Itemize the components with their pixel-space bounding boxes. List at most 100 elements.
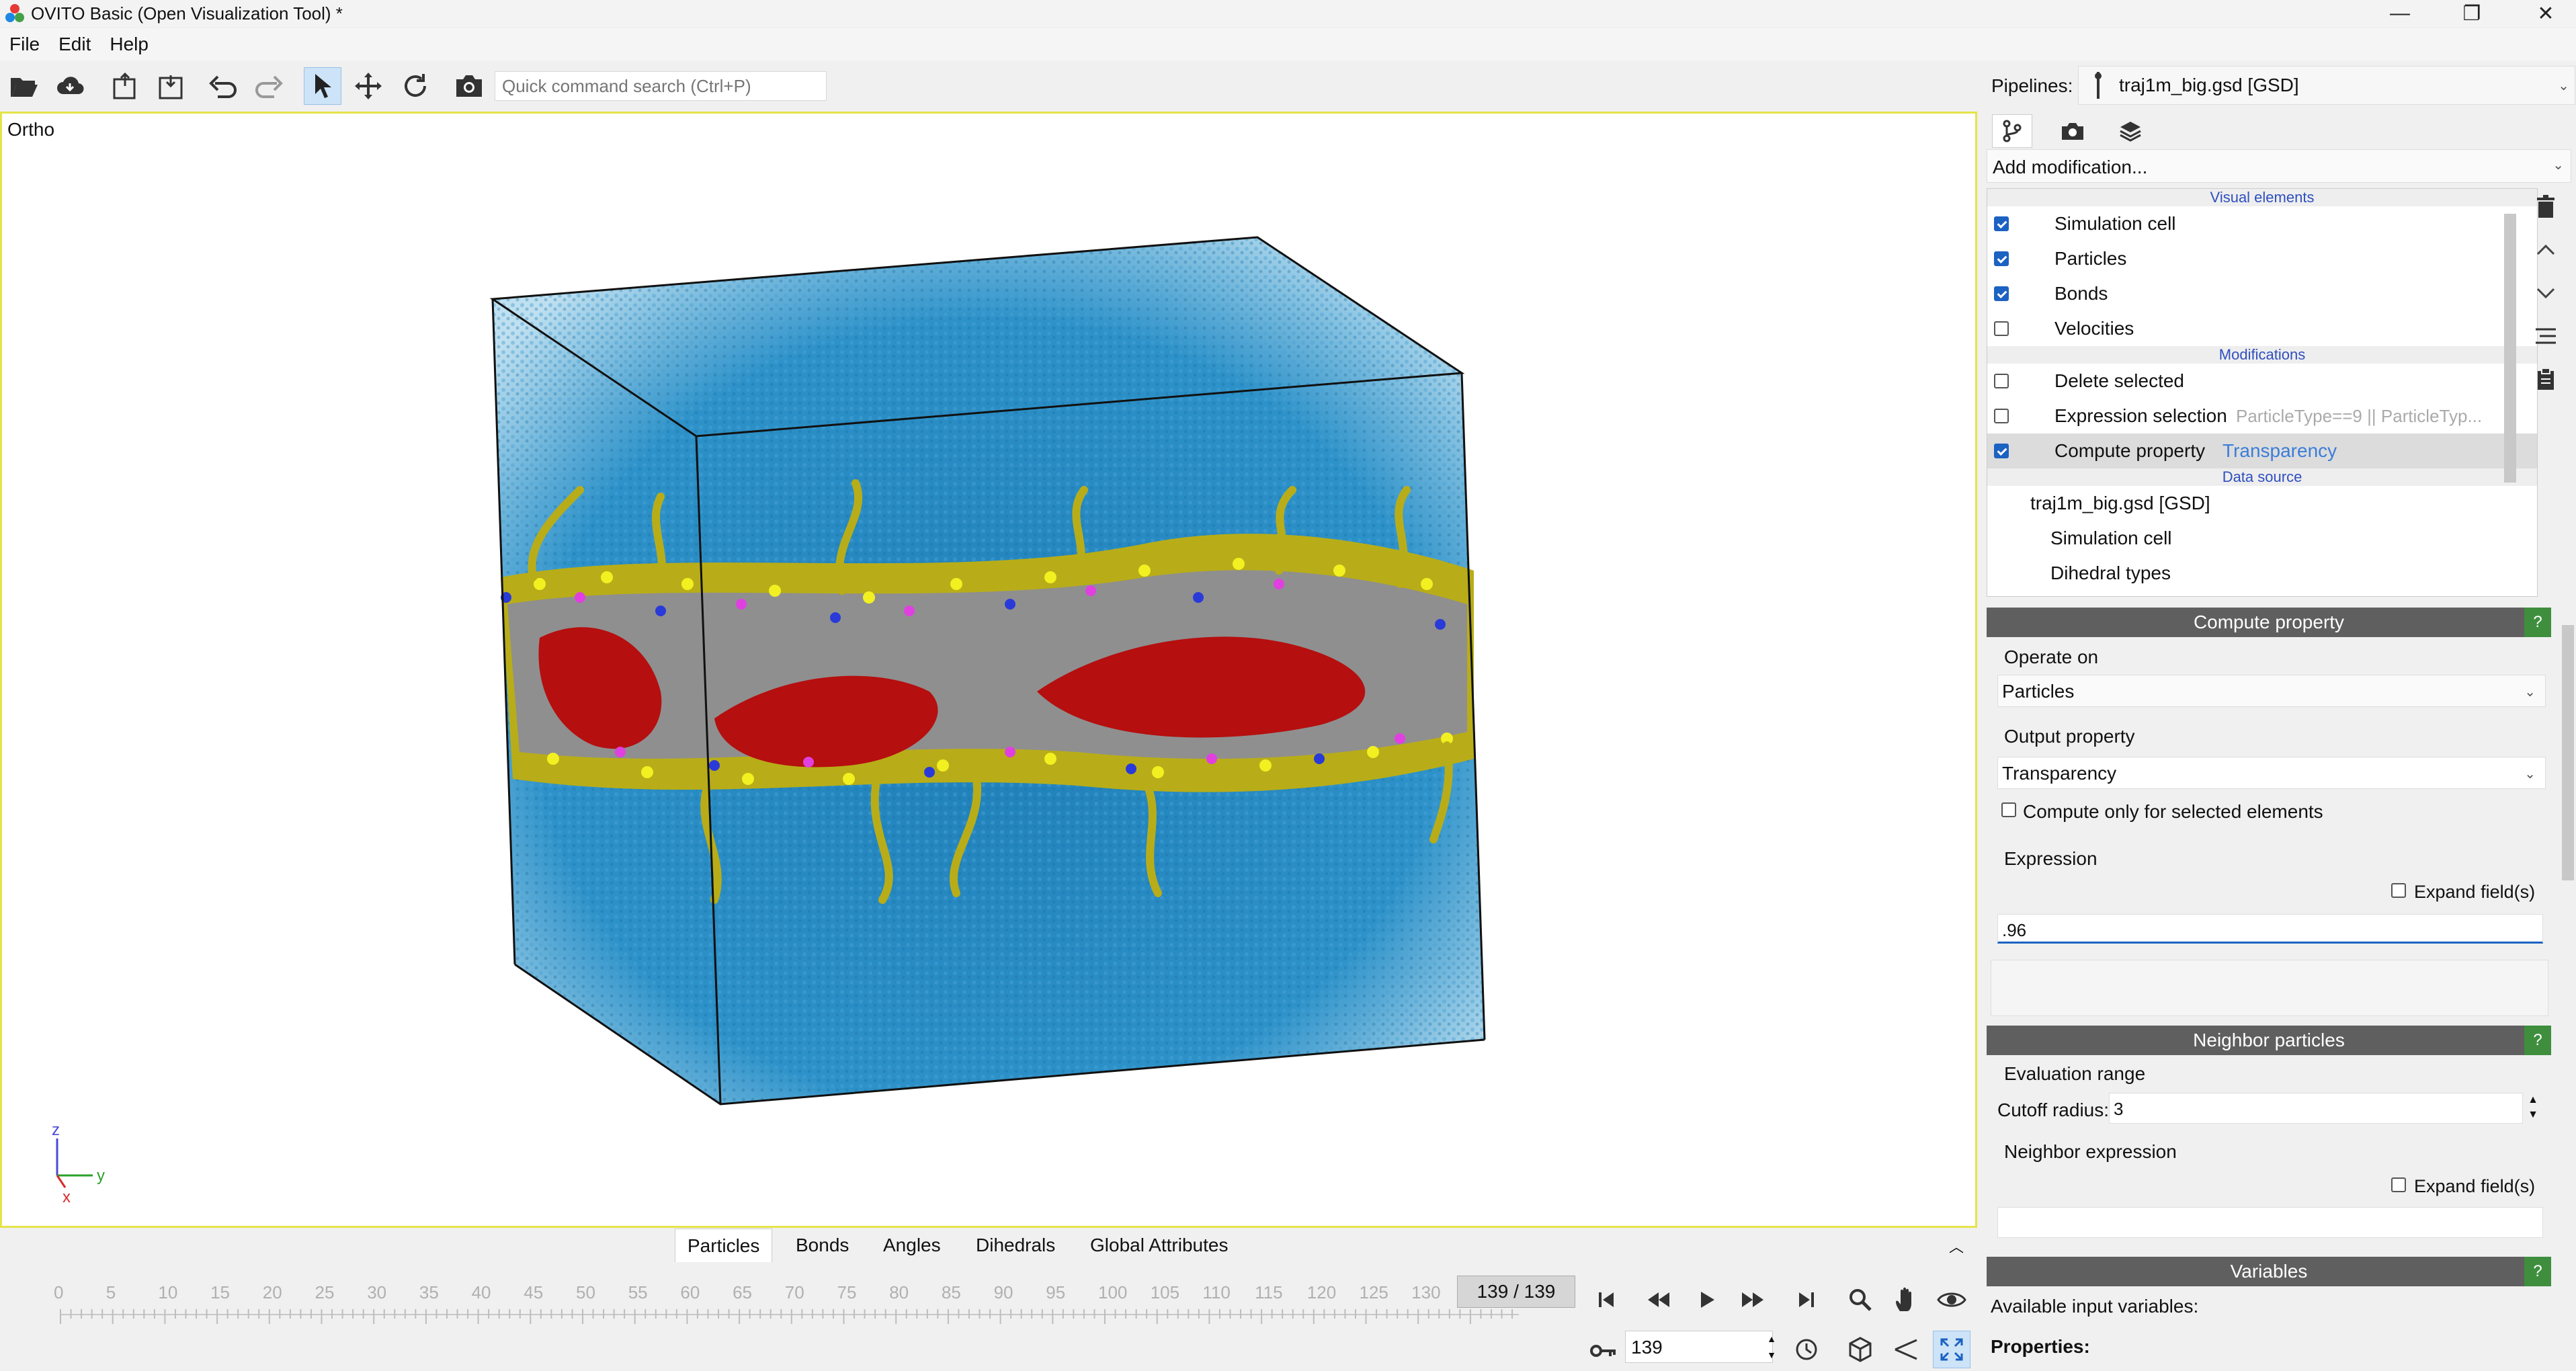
neighbor-expression-input[interactable] (1997, 1207, 2543, 1238)
command-panel-tabs (1985, 112, 2173, 151)
animation-key-icon[interactable] (1585, 1332, 1622, 1370)
pan-hand-icon[interactable] (1887, 1281, 1925, 1319)
pipeline-item-compute-property[interactable]: Compute property Transparency (1987, 433, 2537, 468)
menu-file[interactable]: File (9, 34, 40, 54)
cutoff-radius-label: Cutoff radius: (1997, 1099, 2110, 1120)
compute-property-help-button[interactable]: ? (2524, 608, 2551, 637)
pipeline-scrollbar[interactable] (2504, 214, 2516, 483)
quick-command-search-input[interactable] (495, 71, 827, 101)
pipelines-label: Pipelines: (1991, 75, 2073, 96)
section-header-visual-elements: Visual elements (1987, 189, 2537, 206)
pipeline-selector[interactable]: traj1m_big.gsd [GSD] ⌄ (2078, 66, 2575, 105)
cutoff-radius-input[interactable]: 3 (2109, 1093, 2523, 1124)
modifier-toggle-checkbox[interactable] (1994, 409, 2009, 423)
close-button[interactable]: ✕ (2537, 2, 2554, 25)
pipeline-item-velocities[interactable]: Velocities (1987, 311, 2537, 346)
timeline-tick-label: 55 (628, 1282, 648, 1302)
view-cube-icon[interactable] (1841, 1331, 1879, 1368)
properties-label: Properties: (1991, 1336, 2090, 1357)
viewport-ortho[interactable]: Ortho (0, 112, 1977, 1228)
compute-only-selected-checkbox[interactable] (2001, 802, 2016, 817)
tab-dihedrals[interactable]: Dihedrals (976, 1235, 1056, 1255)
clipboard-icon[interactable] (2527, 360, 2565, 398)
visual-toggle-checkbox[interactable] (1994, 216, 2009, 231)
pipeline-item-source-simulation-cell[interactable]: Simulation cell (2050, 528, 2172, 548)
neighbor-expand-fields-label: Expand field(s) (2414, 1176, 2536, 1196)
pipeline-item-source-file[interactable]: traj1m_big.gsd [GSD] (2030, 493, 2210, 513)
field-of-view-icon[interactable] (1887, 1331, 1925, 1368)
expression-input[interactable]: .96 (1997, 914, 2543, 944)
go-to-end-icon[interactable] (1788, 1281, 1825, 1319)
zoom-icon[interactable] (1841, 1281, 1879, 1319)
frame-spinner-arrows[interactable]: ▲ ▼ (1767, 1333, 1776, 1360)
current-frame-indicator[interactable]: 139 / 139 (1457, 1276, 1575, 1308)
tab-particles[interactable]: Particles (675, 1229, 773, 1262)
tab-global-attributes[interactable]: Global Attributes (1090, 1235, 1229, 1255)
pipeline-item-delete-selected[interactable]: Delete selected (1987, 364, 2537, 399)
pipeline-item-dihedral-types[interactable]: Dihedral types (2050, 563, 2171, 583)
pipeline-item-simulation-cell[interactable]: Simulation cell (1987, 206, 2537, 241)
step-forward-icon[interactable] (1734, 1281, 1772, 1319)
operate-on-select[interactable]: Particles ⌄ (1997, 675, 2546, 707)
modifier-status-note: ParticleType==9 || ParticleTyp... (2236, 405, 2483, 426)
menu-help[interactable]: Help (110, 34, 149, 54)
go-to-start-icon[interactable] (1587, 1281, 1625, 1319)
save-session-icon[interactable] (152, 67, 190, 105)
neighbor-expand-fields-checkbox[interactable] (2391, 1177, 2406, 1192)
window-title: OVITO Basic (Open Visualization Tool) * (31, 3, 343, 24)
move-down-icon[interactable] (2527, 274, 2565, 312)
selection-mode-icon[interactable] (304, 67, 341, 105)
pipeline-item-expression-selection[interactable]: Expression selection ParticleType==9 || P… (1987, 399, 2537, 433)
modifier-toggle-checkbox[interactable] (1994, 374, 2009, 388)
modifier-toggle-checkbox[interactable] (1994, 444, 2009, 458)
delete-modifier-icon[interactable] (2527, 188, 2565, 226)
open-file-icon[interactable] (5, 67, 43, 105)
modifier-templates-icon[interactable] (2527, 317, 2565, 355)
render-camera-icon[interactable] (450, 67, 488, 105)
maximize-button[interactable]: ❐ (2462, 2, 2481, 25)
cutoff-spinner[interactable]: ▲ ▼ (2528, 1094, 2538, 1120)
orbit-eye-icon[interactable] (1933, 1281, 1970, 1319)
minimize-button[interactable]: — (2390, 2, 2410, 24)
visual-toggle-checkbox[interactable] (1994, 286, 2009, 301)
chevron-down-icon: ⌄ (2524, 767, 2536, 782)
frame-spinner-input[interactable]: 139 (1625, 1331, 1773, 1363)
undo-icon[interactable] (204, 67, 242, 105)
timeline-tick-label: 5 (106, 1282, 116, 1302)
timeline-tick-label: 115 (1255, 1282, 1283, 1302)
render-tab-icon[interactable] (2052, 114, 2093, 148)
timeline-tick-label: 105 (1150, 1282, 1180, 1302)
add-modification-dropdown[interactable]: Add modification... ⌄ (1987, 149, 2571, 183)
move-up-icon[interactable] (2527, 231, 2565, 269)
load-remote-icon[interactable] (51, 67, 89, 105)
pipeline-tab-icon[interactable] (1992, 114, 2032, 148)
redo-icon[interactable] (250, 67, 288, 105)
menu-edit[interactable]: Edit (58, 34, 91, 54)
layers-tab-icon[interactable] (2110, 114, 2151, 148)
tab-angles[interactable]: Angles (883, 1235, 941, 1255)
play-icon[interactable] (1688, 1281, 1726, 1319)
neighbor-help-button[interactable]: ? (2524, 1026, 2551, 1055)
visual-toggle-checkbox[interactable] (1994, 251, 2009, 266)
add-modification-label: Add modification... (1993, 157, 2148, 177)
animation-settings-clock-icon[interactable] (1788, 1331, 1825, 1368)
command-panel-scrollbar[interactable] (2562, 625, 2574, 880)
export-icon[interactable] (106, 67, 144, 105)
timeline-tick-label: 50 (576, 1282, 595, 1302)
maximize-viewport-icon[interactable] (1933, 1331, 1970, 1368)
variables-help-button[interactable]: ? (2524, 1257, 2551, 1286)
move-mode-icon[interactable] (349, 67, 387, 105)
rotate-mode-icon[interactable] (397, 67, 434, 105)
timeline-tick-label: 95 (1046, 1282, 1066, 1302)
pipeline-item-particles[interactable]: Particles (1987, 241, 2537, 276)
animation-timeline[interactable]: 0 5 10 15 20 25 30 35 40 45 50 55 60 65 70 75 80 85 90 95 10… (0, 1263, 1579, 1371)
visual-toggle-checkbox[interactable] (1994, 321, 2009, 336)
timeline-tick-label: 15 (210, 1282, 231, 1302)
output-property-select[interactable]: Transparency ⌄ (1997, 757, 2546, 789)
viewport-caption[interactable]: Ortho (7, 119, 55, 140)
tab-bonds[interactable]: Bonds (796, 1235, 849, 1255)
chevron-up-icon[interactable]: ︿ (1949, 1239, 1964, 1255)
step-backward-icon[interactable] (1640, 1281, 1677, 1319)
pipeline-item-bonds[interactable]: Bonds (1987, 276, 2537, 311)
expand-fields-checkbox[interactable] (2391, 883, 2406, 898)
